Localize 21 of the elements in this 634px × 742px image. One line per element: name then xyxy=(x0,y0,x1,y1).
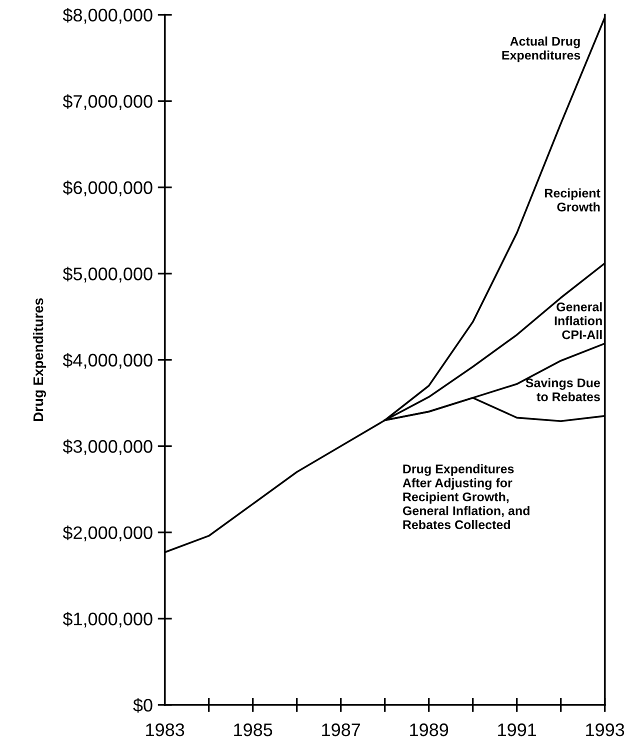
y-tick-label: $8,000,000 xyxy=(62,8,152,24)
y-tick-label: $5,000,000 xyxy=(62,266,152,282)
annotation: Actual Drug Expenditures xyxy=(502,36,580,62)
x-tick-label: 1993 xyxy=(586,723,624,736)
x-tick-label: 1983 xyxy=(146,723,184,736)
y-tick-label: $4,000,000 xyxy=(62,353,152,369)
x-tick-label: 1989 xyxy=(410,723,448,736)
y-axis-title: Drug Expenditures xyxy=(33,298,46,422)
x-tick-label: 1991 xyxy=(498,723,536,736)
y-tick-label: $0 xyxy=(133,698,152,713)
annotation: Savings Due to Rebates xyxy=(526,378,600,402)
y-tick-label: $1,000,000 xyxy=(62,612,152,628)
x-tick-label: 1985 xyxy=(234,723,272,736)
y-tick-label: $3,000,000 xyxy=(62,439,152,455)
y-tick-label: $2,000,000 xyxy=(62,526,152,542)
annotation: Recipient Growth xyxy=(545,188,600,212)
x-tick-label: 1987 xyxy=(322,723,360,736)
annotation: General Inflation CPI-All xyxy=(554,302,602,340)
y-tick-label: $7,000,000 xyxy=(62,94,152,110)
y-tick-label: $6,000,000 xyxy=(62,180,152,196)
annotation: Drug Expenditures After Adjusting for Recipient Growth, General Inflation, and Rebates Collected xyxy=(402,464,530,530)
